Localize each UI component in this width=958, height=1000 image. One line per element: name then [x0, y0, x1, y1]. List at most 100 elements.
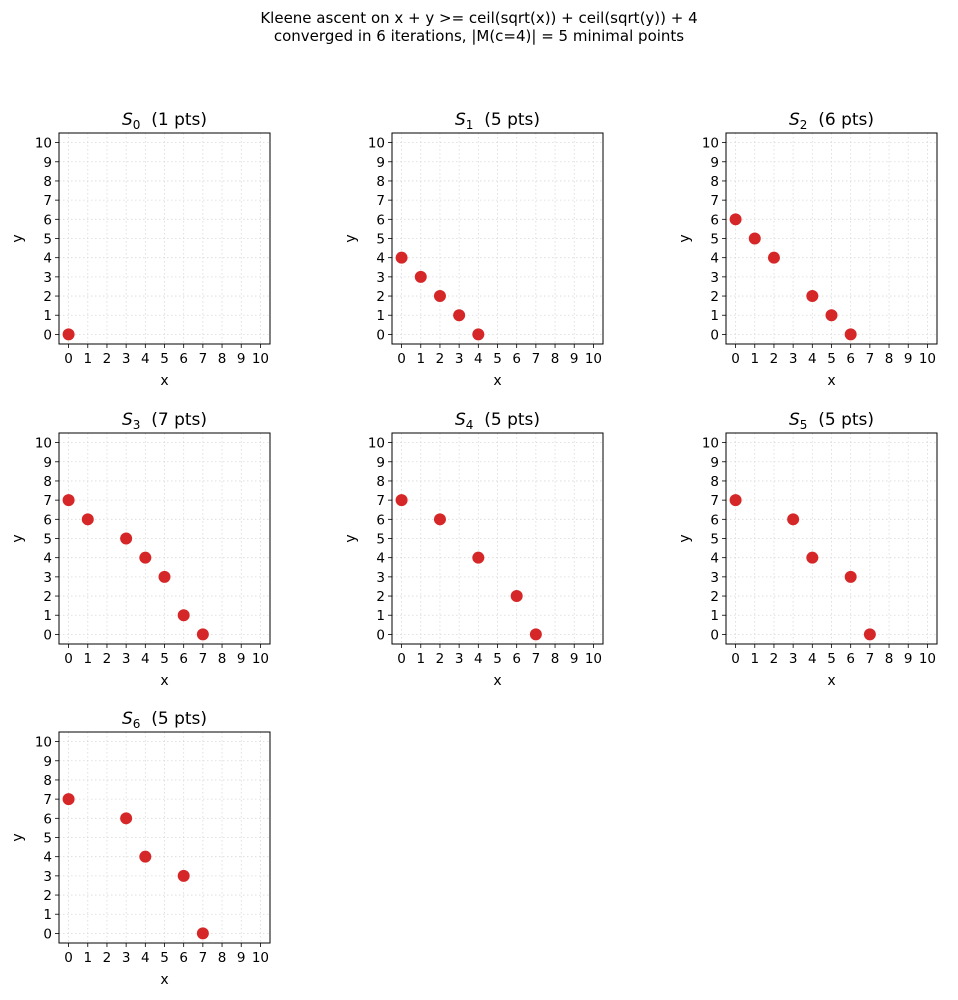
y-tick-label: 2: [710, 289, 719, 305]
data-point: [806, 290, 819, 303]
y-tick-label: 0: [376, 627, 385, 643]
y-tick-label: 4: [710, 251, 719, 267]
subplot-title: S6 (5 pts): [122, 709, 207, 731]
y-tick-label: 6: [376, 212, 385, 228]
x-tick-label: 7: [199, 950, 208, 966]
x-tick-label: 2: [103, 351, 112, 367]
x-tick-label: 9: [904, 651, 913, 667]
x-tick-label: 5: [827, 651, 836, 667]
y-tick-label: 6: [710, 212, 719, 228]
x-tick-label: 5: [827, 351, 836, 367]
y-axis-label: y: [10, 534, 26, 542]
x-tick-label: 3: [789, 351, 798, 367]
y-axis-label: y: [343, 534, 359, 542]
y-tick-label: 2: [376, 289, 385, 305]
y-tick-label: 3: [710, 570, 719, 586]
x-tick-label: 0: [731, 351, 740, 367]
y-tick-label: 10: [35, 735, 52, 751]
y-tick-label: 8: [710, 174, 719, 190]
x-tick-label: 8: [885, 651, 894, 667]
x-tick-label: 7: [532, 651, 541, 667]
y-tick-label: 8: [376, 174, 385, 190]
x-tick-label: 2: [436, 651, 445, 667]
x-tick-label: 9: [237, 950, 246, 966]
y-tick-label: 4: [43, 251, 52, 267]
data-point: [120, 812, 133, 825]
y-tick-label: 5: [43, 532, 52, 548]
y-tick-label: 0: [376, 327, 385, 343]
y-tick-label: 1: [376, 308, 385, 324]
x-tick-label: 2: [770, 351, 779, 367]
y-tick-label: 2: [43, 888, 52, 904]
data-point: [120, 532, 133, 545]
y-tick-label: 10: [368, 436, 385, 452]
x-tick-label: 4: [474, 351, 483, 367]
x-tick-label: 10: [252, 950, 269, 966]
subplot-title: S3 (7 pts): [122, 410, 207, 432]
x-tick-label: 1: [416, 651, 425, 667]
y-tick-label: 1: [710, 308, 719, 324]
x-tick-label: 4: [141, 950, 150, 966]
y-tick-label: 4: [43, 551, 52, 567]
x-tick-label: 1: [750, 351, 759, 367]
data-point: [196, 628, 209, 641]
data-point: [472, 551, 485, 564]
x-tick-label: 5: [160, 351, 169, 367]
y-tick-label: 3: [43, 869, 52, 885]
x-tick-label: 0: [731, 651, 740, 667]
x-tick-label: 7: [866, 351, 875, 367]
x-tick-label: 10: [919, 651, 936, 667]
axes-frame: [391, 432, 604, 645]
y-tick-label: 6: [376, 512, 385, 528]
x-tick-label: 1: [83, 950, 92, 966]
x-tick-label: 6: [179, 950, 188, 966]
y-tick-label: 8: [43, 474, 52, 490]
x-tick-label: 7: [199, 651, 208, 667]
y-tick-label: 1: [376, 608, 385, 624]
x-tick-label: 3: [455, 651, 464, 667]
data-point: [139, 551, 152, 564]
x-tick-label: 10: [919, 351, 936, 367]
y-tick-label: 2: [43, 589, 52, 605]
data-point: [196, 927, 209, 940]
x-tick-label: 10: [585, 651, 602, 667]
y-tick-label: 3: [710, 270, 719, 286]
x-tick-label: 2: [770, 651, 779, 667]
y-tick-label: 0: [710, 627, 719, 643]
data-point: [414, 270, 427, 283]
x-tick-label: 6: [512, 351, 521, 367]
x-tick-label: 3: [122, 950, 131, 966]
axes-frame: [725, 432, 938, 645]
x-axis-label: x: [493, 673, 501, 689]
y-tick-label: 2: [710, 589, 719, 605]
y-tick-label: 0: [710, 327, 719, 343]
x-tick-label: 4: [808, 651, 817, 667]
x-tick-label: 1: [83, 351, 92, 367]
x-axis-label: x: [827, 373, 835, 389]
x-tick-label: 6: [512, 651, 521, 667]
x-tick-label: 6: [179, 651, 188, 667]
data-point: [395, 251, 408, 264]
x-axis-label: x: [160, 972, 168, 988]
y-tick-label: 1: [43, 308, 52, 324]
axes-frame: [58, 731, 271, 944]
x-tick-label: 9: [904, 351, 913, 367]
y-tick-label: 8: [376, 474, 385, 490]
y-tick-label: 0: [43, 327, 52, 343]
x-axis-label: x: [160, 373, 168, 389]
x-tick-label: 10: [252, 651, 269, 667]
y-tick-label: 6: [43, 512, 52, 528]
y-tick-label: 7: [43, 493, 52, 509]
data-point: [433, 513, 446, 526]
data-point: [62, 793, 75, 806]
axes-frame: [58, 132, 271, 345]
y-tick-label: 4: [43, 850, 52, 866]
x-tick-label: 8: [885, 351, 894, 367]
y-tick-label: 9: [43, 754, 52, 770]
y-tick-label: 4: [376, 551, 385, 567]
